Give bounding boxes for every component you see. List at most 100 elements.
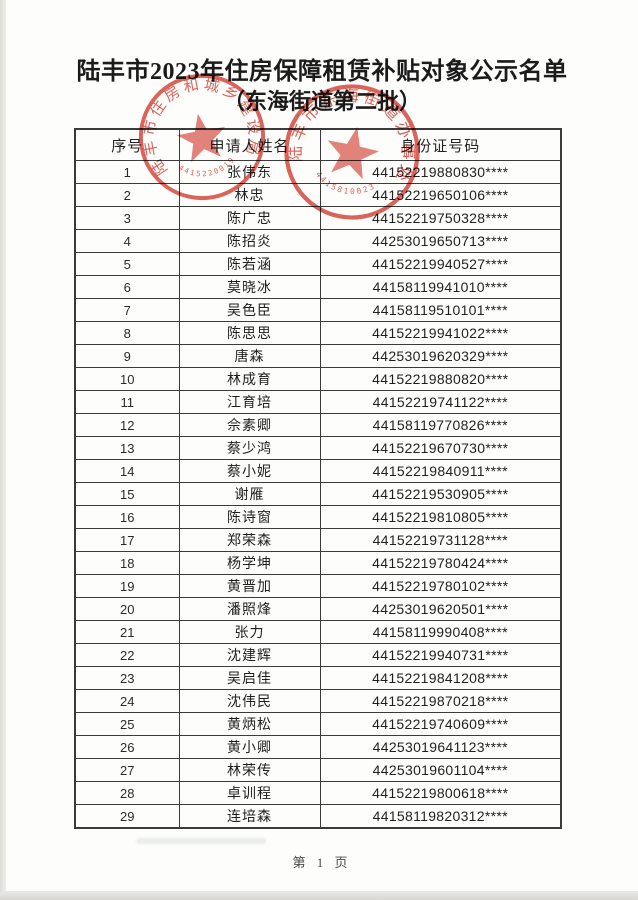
cell-id: 44253019620329**** [319, 344, 562, 368]
cell-name: 卓训程 [178, 781, 321, 805]
cell-id: 44152219670730**** [319, 436, 562, 460]
star-icon [327, 127, 379, 180]
cell-id: 44253019601104**** [319, 758, 562, 782]
cell-no: 20 [74, 597, 180, 621]
table-row: 10 林成育 44152219880820**** [74, 367, 562, 391]
cell-no: 7 [74, 298, 180, 322]
cell-no: 24 [74, 689, 180, 713]
cell-no: 4 [74, 229, 180, 253]
cell-name: 张力 [178, 620, 321, 644]
cell-no: 17 [74, 528, 180, 552]
seal-ring [284, 84, 420, 220]
table-row: 23 吴启佳 44152219841208**** [74, 666, 562, 690]
table-row: 5 陈若涵 44152219940527**** [74, 252, 562, 276]
table-row: 4 陈招炎 44253019650713**** [74, 229, 562, 253]
table-row: 25 黄炳松 44152219740609**** [74, 712, 562, 736]
cell-no: 22 [74, 643, 180, 667]
cell-no: 12 [74, 413, 180, 437]
title-line-1: 陆丰市2023年住房保障租赁补贴对象公示名单 [76, 59, 568, 85]
cell-id: 44152219530905**** [319, 482, 562, 506]
cell-no: 21 [74, 620, 180, 644]
document-page: 陆丰市2023年住房保障租赁补贴对象公示名单 （东海街道第二批） 序号 申请人姓… [6, 0, 638, 891]
table-row: 18 杨学坤 44152219780424**** [74, 551, 562, 575]
cell-id: 44152219841208**** [319, 666, 562, 690]
cell-no: 15 [74, 482, 180, 506]
cell-name: 蔡小妮 [178, 459, 321, 483]
scan-edge-bottom [0, 891, 638, 900]
official-seal-housing-bureau: 陆丰市住房和城乡建设局 4415220019 [132, 67, 267, 201]
table-row: 27 林荣传 44253019601104**** [74, 758, 562, 782]
cell-name: 谢雁 [178, 482, 321, 506]
cell-name: 吴启佳 [178, 666, 321, 690]
cell-no: 23 [74, 666, 180, 690]
cell-id: 44253019620501**** [319, 597, 562, 621]
cell-name: 陈招炎 [178, 229, 321, 253]
cell-name: 沈建辉 [178, 643, 321, 667]
cell-no: 3 [74, 206, 180, 230]
table-row: 28 卓训程 44152219800618**** [74, 781, 562, 805]
cell-name: 林荣传 [178, 758, 321, 782]
cell-name: 江育培 [178, 390, 321, 414]
table-row: 21 张力 44158119990408**** [74, 620, 562, 644]
table-row: 6 莫晓冰 44158119941010**** [74, 275, 562, 299]
table-row: 9 唐森 44253019620329**** [74, 344, 562, 368]
table-row: 20 潘照烽 44253019620501**** [74, 597, 562, 621]
table-row: 2 林忠 44152219650106**** [74, 183, 562, 207]
cell-no: 1 [74, 160, 180, 184]
table-row: 8 陈思思 44152219941022**** [74, 321, 562, 345]
cell-name: 林成育 [178, 367, 321, 391]
cell-name: 吴色臣 [178, 298, 321, 322]
cell-id: 44152219741122**** [319, 390, 562, 414]
cell-no: 16 [74, 505, 180, 529]
cell-id: 44152219780424**** [319, 551, 562, 575]
cell-name: 黄小卿 [178, 735, 321, 759]
table-row: 12 佘素卿 44158119770826**** [74, 413, 562, 437]
header-serial-number: 序号 [74, 128, 180, 161]
table-row: 17 郑荣森 44152219731128**** [74, 528, 562, 552]
table-row: 14 蔡小妮 44152219840911**** [74, 459, 562, 483]
table-row: 11 江育培 44152219741122**** [74, 390, 562, 414]
cell-no: 2 [74, 183, 180, 207]
cell-name: 莫晓冰 [178, 275, 321, 299]
cell-no: 5 [74, 252, 180, 276]
table-row: 16 陈诗窗 44152219810805**** [74, 505, 562, 529]
cell-name: 陈思思 [178, 321, 321, 345]
page-number: 第 1 页 [292, 855, 352, 870]
cell-id: 44152219880820**** [319, 367, 562, 391]
table-row: 15 谢雁 44152219530905**** [74, 482, 562, 506]
cell-id: 44158119941010**** [319, 275, 562, 299]
cell-no: 18 [74, 551, 180, 575]
recipients-table: 序号 申请人姓名 身份证号码 1 张伟东 44152219880830**** 2 林忠… [74, 128, 562, 829]
cell-id: 44152219870218**** [319, 689, 562, 713]
cell-no: 6 [74, 275, 180, 299]
scan-smudge [136, 838, 266, 844]
cell-name: 唐森 [178, 344, 321, 368]
scan-edge-left [0, 0, 6, 900]
cell-id: 44152219810805**** [319, 505, 562, 529]
cell-id: 44158119990408**** [319, 620, 562, 644]
seal-ring [138, 73, 266, 201]
cell-id: 44152219800618**** [319, 781, 562, 805]
cell-no: 10 [74, 367, 180, 391]
cell-name: 连培森 [178, 804, 321, 829]
cell-id: 44158119770826**** [319, 413, 562, 437]
seal-code: 4415220019 [176, 153, 239, 183]
cell-id: 44152219740609**** [319, 712, 562, 736]
cell-id: 44253019641123**** [319, 735, 562, 759]
cell-name: 佘素卿 [178, 413, 321, 437]
table-row: 13 蔡少鸿 44152219670730**** [74, 436, 562, 460]
cell-no: 25 [74, 712, 180, 736]
cell-no: 26 [74, 735, 180, 759]
cell-no: 27 [74, 758, 180, 782]
cell-id: 44152219780102**** [319, 574, 562, 598]
cell-name: 黄晋加 [178, 574, 321, 598]
cell-no: 9 [74, 344, 180, 368]
cell-no: 14 [74, 459, 180, 483]
cell-no: 11 [74, 390, 180, 414]
cell-name: 陈若涵 [178, 252, 321, 276]
table-row: 24 沈伟民 44152219870218**** [74, 689, 562, 713]
cell-id: 44152219840911**** [319, 459, 562, 483]
table-row: 19 黄晋加 44152219780102**** [74, 574, 562, 598]
cell-name: 沈伟民 [178, 689, 321, 713]
cell-name: 潘照烽 [178, 597, 321, 621]
